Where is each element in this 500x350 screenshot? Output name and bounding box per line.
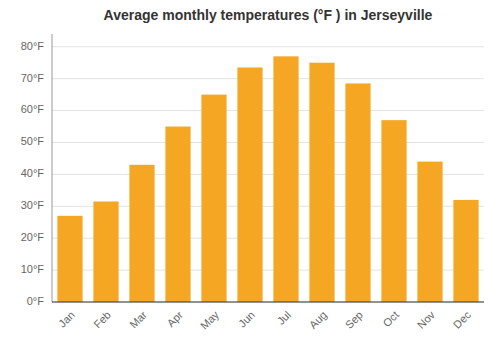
y-tick-label: 40°F	[21, 167, 45, 179]
y-tick-label: 30°F	[21, 199, 45, 211]
bar	[165, 127, 190, 302]
x-tick-label: Mar	[127, 308, 149, 330]
title: Average monthly temperatures (°F ) in Je…	[104, 7, 433, 23]
bar	[57, 216, 82, 302]
grid-line	[52, 110, 484, 111]
x-tick-label: Oct	[380, 309, 401, 330]
x-tick-label: Jul	[275, 309, 293, 327]
grid-line	[52, 46, 484, 47]
bar	[129, 165, 154, 302]
chart-container: 0°F 10°F 20°F 30°F 40°F 50°F 60°F 70°F 80°F Jan Fe…	[0, 0, 500, 350]
y-tick-label: 60°F	[21, 103, 45, 115]
chart: 0°F 10°F 20°F 30°F 40°F 50°F 60°F 70°F 80°F Jan Fe…	[0, 0, 500, 350]
y-tick-label: 70°F	[21, 72, 45, 84]
x-tick-label: Nov	[415, 308, 438, 331]
bar	[417, 162, 442, 302]
x-tick-label: Jun	[236, 309, 257, 330]
x-tick-label: May	[198, 308, 222, 332]
x-tick-label: Jan	[56, 309, 77, 330]
x-axis-line	[52, 302, 484, 303]
grid	[52, 47, 484, 302]
grid-line	[52, 78, 484, 79]
bars	[57, 56, 478, 302]
bar	[309, 63, 334, 302]
bar	[201, 95, 226, 302]
x-tick-label: Dec	[451, 308, 474, 331]
y-tick-label: 0°F	[27, 295, 45, 307]
x-tick-label: Sep	[343, 309, 365, 331]
bar	[237, 68, 262, 303]
bar	[345, 83, 370, 302]
y-tick-label: 10°F	[21, 263, 45, 275]
bar	[93, 202, 118, 303]
bar	[381, 120, 406, 302]
grid-line	[52, 142, 484, 143]
grid-line	[52, 302, 484, 303]
x-tick-label: Apr	[164, 308, 185, 329]
x-tick-label: Feb	[91, 309, 113, 331]
bar	[453, 200, 478, 302]
x-tick-label: Aug	[307, 309, 329, 331]
bar	[273, 56, 298, 302]
y-tick-label: 80°F	[21, 40, 45, 52]
y-axis-line	[52, 34, 53, 302]
y-tick-label: 20°F	[21, 231, 45, 243]
y-tick-label: 50°F	[21, 135, 45, 147]
